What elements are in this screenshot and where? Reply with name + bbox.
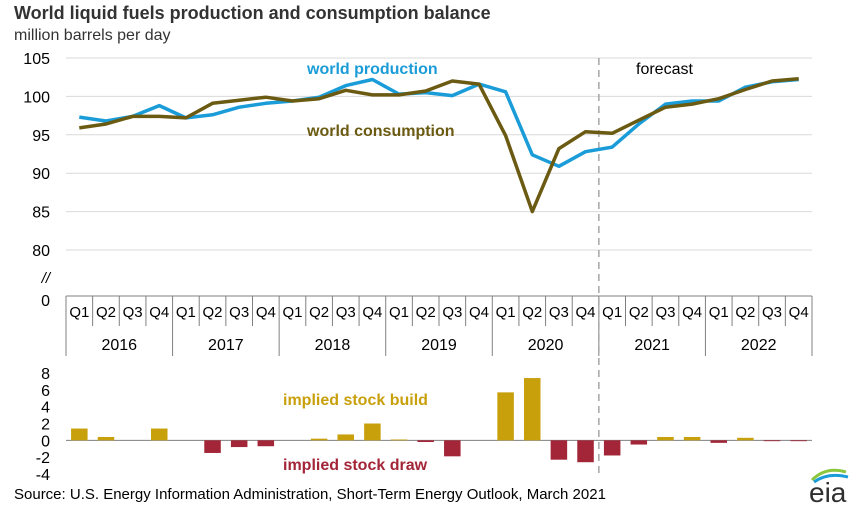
x-tick-label: Q4 (682, 304, 702, 321)
stock-bar (523, 378, 541, 441)
stock-bar (337, 434, 355, 441)
stock-bar (630, 440, 648, 445)
x-tick-label: Q4 (256, 304, 276, 321)
source-note: Source: U.S. Energy Information Administ… (14, 486, 606, 503)
year-label: 2019 (421, 337, 457, 354)
bar-y-tick-label: 2 (41, 417, 50, 434)
year-label: 2020 (528, 337, 564, 354)
x-tick-label: Q2 (416, 304, 436, 321)
bar-y-tick-label: 8 (41, 366, 50, 383)
stock-bar (710, 440, 728, 443)
stock-bar (204, 440, 221, 453)
stock-bar (390, 439, 408, 441)
stock-bar (577, 440, 594, 463)
stock-bar (444, 440, 461, 457)
year-label: 2022 (741, 337, 777, 354)
x-tick-label: Q3 (762, 304, 782, 321)
stock-bar (497, 392, 514, 441)
world-production-label: world production (306, 61, 438, 78)
world-consumption-label: world consumption (306, 123, 455, 140)
x-tick-label: Q2 (629, 304, 649, 321)
x-tick-label: Q4 (362, 304, 382, 321)
stock-bar (417, 440, 434, 443)
y-tick-label: 80 (32, 243, 50, 260)
stock-build-label: implied stock build (283, 392, 428, 409)
x-tick-label: Q4 (149, 304, 169, 321)
x-tick-label: Q1 (69, 304, 89, 321)
y-tick-label: 90 (32, 166, 50, 183)
stock-bar (790, 440, 807, 442)
stock-bar (763, 440, 781, 442)
year-label: 2017 (208, 337, 244, 354)
x-tick-label: Q2 (735, 304, 755, 321)
x-tick-label: Q1 (496, 304, 516, 321)
x-tick-label: Q4 (576, 304, 596, 321)
x-tick-label: Q1 (709, 304, 729, 321)
eia-logo-icon (810, 468, 849, 484)
y-tick-label: 95 (32, 128, 50, 145)
y-tick-label: 85 (32, 205, 50, 222)
stock-bar (150, 428, 168, 441)
year-label: 2016 (101, 337, 137, 354)
x-tick-label: Q2 (96, 304, 116, 321)
stock-bar (97, 436, 115, 441)
stock-draw-label: implied stock draw (283, 457, 428, 474)
x-tick-label: Q3 (123, 304, 143, 321)
stock-bar (683, 436, 701, 441)
y-tick-label: 105 (23, 51, 50, 68)
x-tick-label: Q4 (469, 304, 489, 321)
x-tick-label: Q3 (549, 304, 569, 321)
stock-bar (657, 436, 674, 441)
x-tick-label: Q3 (229, 304, 249, 321)
world-consumption-line (79, 76, 799, 214)
chart-title: World liquid fuels production and consum… (14, 3, 491, 23)
axis-break-label: // (41, 270, 52, 287)
x-tick-label: Q1 (602, 304, 622, 321)
stock-bar (71, 428, 88, 441)
eia-logo-text: eia (809, 477, 847, 508)
stock-bar (257, 440, 275, 447)
year-label: 2018 (315, 337, 351, 354)
x-tick-label: Q2 (522, 304, 542, 321)
bar-y-tick-label: 4 (41, 400, 50, 417)
stock-bar (310, 438, 328, 441)
x-tick-label: Q4 (789, 304, 809, 321)
stock-bar (737, 437, 754, 441)
x-tick-label: Q3 (336, 304, 356, 321)
forecast-label: forecast (636, 61, 693, 78)
stock-bar (603, 440, 621, 456)
x-tick-label: Q2 (309, 304, 329, 321)
x-tick-label: Q3 (655, 304, 675, 321)
bar-y-tick-label: 0 (41, 433, 50, 450)
chart-subtitle: million barrels per day (14, 27, 171, 44)
x-tick-label: Q3 (442, 304, 462, 321)
stock-bar (550, 440, 568, 460)
stock-bar (364, 423, 381, 441)
y-tick-label: 0 (41, 293, 50, 310)
bar-y-tick-label: -4 (36, 467, 50, 484)
x-tick-label: Q1 (176, 304, 196, 321)
x-tick-label: Q1 (389, 304, 409, 321)
world-production-line (79, 77, 799, 169)
x-tick-label: Q2 (203, 304, 223, 321)
bar-y-tick-label: -2 (36, 450, 50, 467)
y-tick-label: 100 (23, 89, 50, 106)
stock-bar (230, 440, 248, 448)
year-label: 2021 (634, 337, 670, 354)
bar-y-tick-label: 6 (41, 383, 50, 400)
x-tick-label: Q1 (282, 304, 302, 321)
